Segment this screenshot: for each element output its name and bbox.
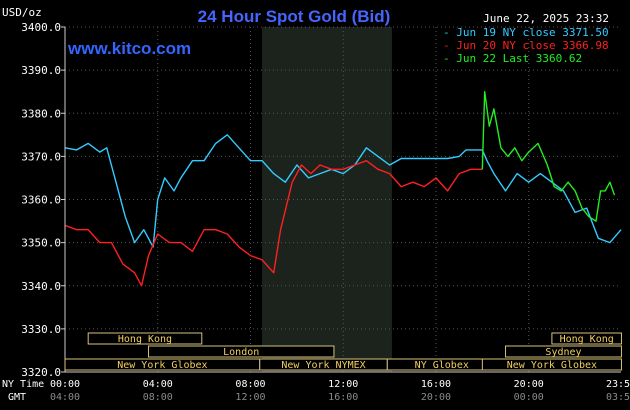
session-bar: NY Globex bbox=[386, 358, 497, 371]
session-box bbox=[481, 358, 622, 371]
timestamp: June 22, 2025 23:32 bbox=[483, 12, 609, 25]
session-label: New York Globex bbox=[117, 360, 207, 371]
session-label: Hong Kong bbox=[118, 334, 172, 345]
series-line-jun-20 bbox=[64, 159, 483, 287]
y-tick-label: 3390.0 bbox=[21, 64, 61, 77]
session-label: New York NYMEX bbox=[281, 360, 365, 371]
x-tick-label-gmt: 16:00 bbox=[328, 392, 358, 403]
x-tick-label-gmt: 04:00 bbox=[50, 392, 80, 403]
site-url: www.kitco.com bbox=[67, 39, 191, 58]
legend: - Jun 19 NY close 3371.50 - Jun 20 NY cl… bbox=[443, 26, 609, 65]
x-tick-label-ny: 16:00 bbox=[421, 379, 451, 390]
y-tick-labels: 3400.0 3390.0 3380.0 3370.0 3360.0 3350.0 3340… bbox=[21, 21, 65, 379]
y-axis-label: USD/oz bbox=[2, 6, 42, 19]
session-bar: London bbox=[147, 345, 335, 358]
y-tick-label: 3360.0 bbox=[21, 194, 61, 207]
shaded-market-hours bbox=[262, 27, 392, 372]
x-tick-label-gmt: 08:00 bbox=[143, 392, 173, 403]
session-bar: New York NYMEX bbox=[259, 358, 388, 371]
shade-rect bbox=[262, 27, 392, 372]
series-lines bbox=[64, 90, 622, 287]
y-tick-label: 3400.0 bbox=[21, 21, 61, 34]
series-line-jun-22 bbox=[481, 90, 616, 222]
x-tick-label-ny: 12:00 bbox=[328, 379, 358, 390]
session-label: New York Globex bbox=[507, 360, 597, 371]
session-bar: New York Globex bbox=[481, 358, 622, 371]
x-axis-gmt-label: GMT bbox=[8, 392, 26, 403]
session-box bbox=[147, 345, 335, 358]
x-tick-label-ny: 00:00 bbox=[50, 379, 80, 390]
x-tick-label-ny: 20:00 bbox=[514, 379, 544, 390]
y-tick-label: 3320.0 bbox=[21, 366, 61, 379]
x-tick-label-gmt: 12:00 bbox=[235, 392, 265, 403]
session-label: Hong Kong bbox=[560, 334, 614, 345]
chart-title: 24 Hour Spot Gold (Bid) bbox=[198, 7, 391, 26]
x-tick-label-ny: 04:00 bbox=[143, 379, 173, 390]
legend-entry-jun22: - Jun 22 Last 3360.62 bbox=[443, 52, 582, 65]
x-axis-ny-label: NY Time bbox=[2, 379, 44, 390]
y-tick-label: 3380.0 bbox=[21, 107, 61, 120]
session-bar: Hong Kong bbox=[551, 332, 622, 345]
x-tick-label-ny: 08:00 bbox=[235, 379, 265, 390]
y-tick-label: 3370.0 bbox=[21, 150, 61, 163]
y-tick-label: 3350.0 bbox=[21, 237, 61, 250]
session-bar: New York Globex bbox=[64, 358, 261, 371]
session-label: London bbox=[223, 347, 259, 358]
x-tick-label-gmt: 20:00 bbox=[421, 392, 451, 403]
x-tick-label-ny: 23:59 bbox=[606, 379, 630, 390]
x-tick-label-gmt: 00:00 bbox=[514, 392, 544, 403]
session-box bbox=[505, 345, 622, 358]
session-label: NY Globex bbox=[415, 360, 469, 371]
session-bar: Hong Kong bbox=[87, 332, 203, 345]
legend-entry-jun20: - Jun 20 NY close 3366.98 bbox=[443, 39, 609, 52]
session-label: Sydney bbox=[545, 347, 581, 358]
y-tick-label: 3340.0 bbox=[21, 280, 61, 293]
session-box bbox=[551, 332, 622, 345]
x-tick-labels: 00:00 04:00 08:00 12:00 16:00 20:00 23:59 04:00… bbox=[50, 379, 630, 403]
legend-entry-jun19: - Jun 19 NY close 3371.50 bbox=[443, 26, 609, 39]
market-sessions: Hong Kong London New York Globex New York N… bbox=[64, 332, 622, 371]
series-line-jun-19 bbox=[64, 134, 622, 248]
y-tick-label: 3330.0 bbox=[21, 323, 61, 336]
x-tick-label-gmt: 03:59 bbox=[606, 392, 630, 403]
session-bar: Sydney bbox=[505, 345, 622, 358]
session-box bbox=[87, 332, 203, 345]
